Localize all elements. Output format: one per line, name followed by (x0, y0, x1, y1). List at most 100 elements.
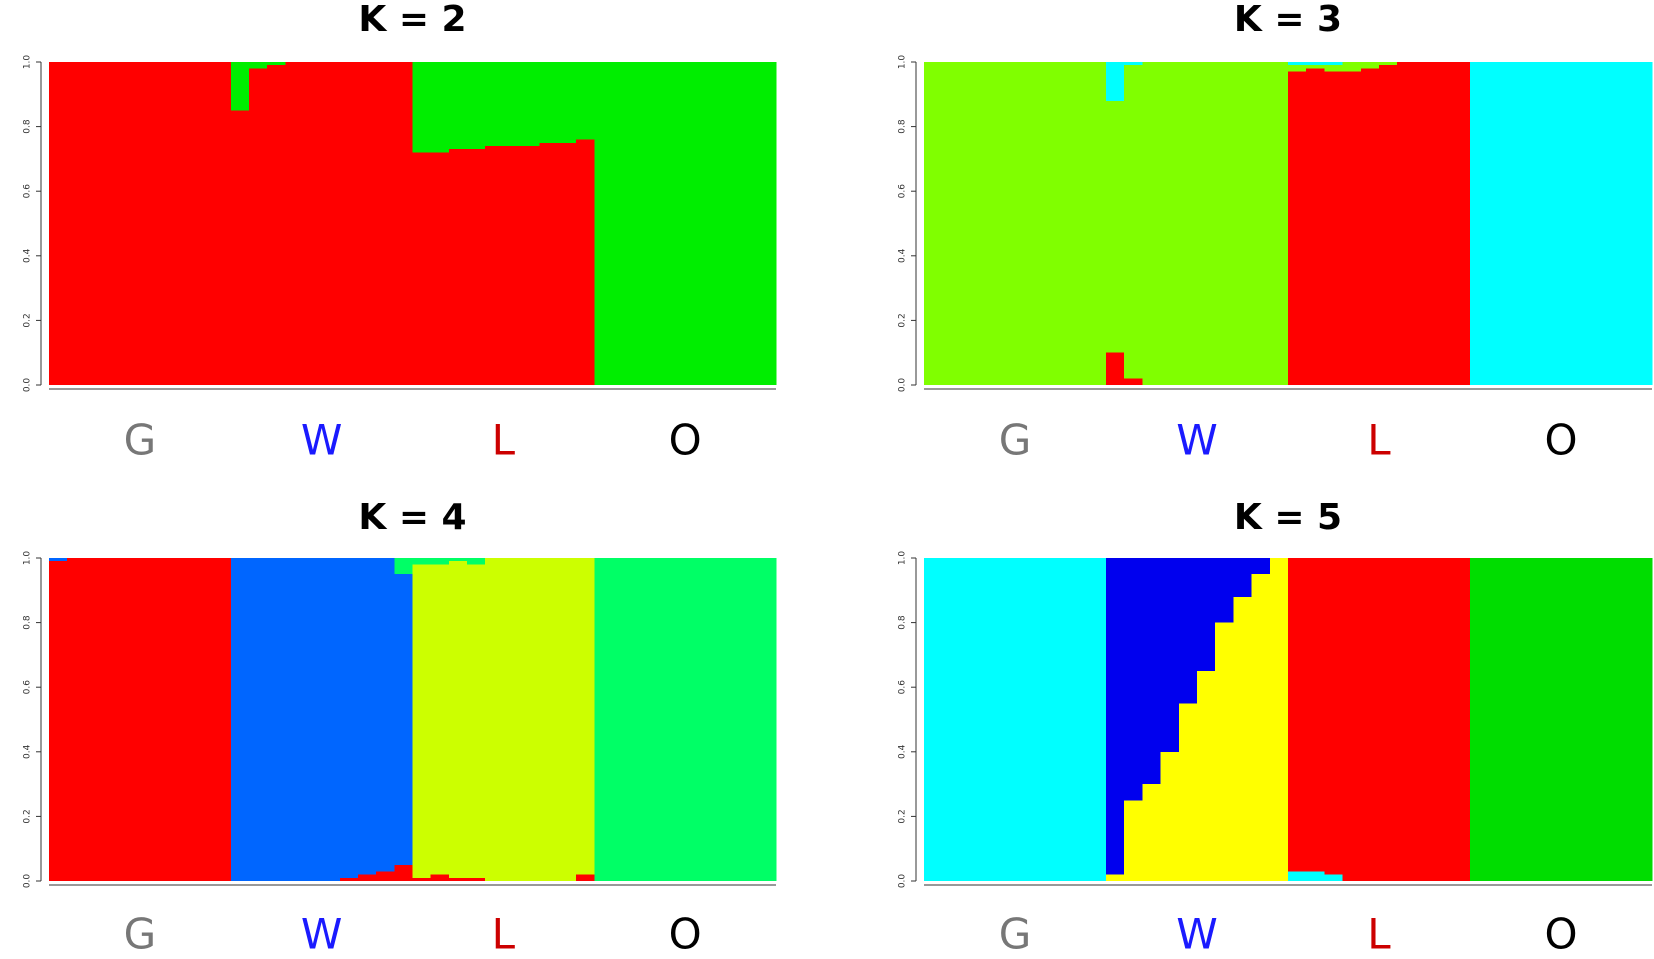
bar-segment (467, 558, 486, 565)
bar-segment (1215, 622, 1234, 881)
bar-segment (1615, 62, 1635, 385)
y-tick-label: 0.8 (898, 119, 908, 134)
bar-segment (1288, 71, 1307, 385)
bar-segment (1124, 800, 1143, 881)
y-tick-label: 0.4 (23, 248, 33, 263)
y-tick-label: 1.0 (23, 551, 33, 566)
bar-segment (1015, 558, 1034, 881)
bar-segment (448, 62, 468, 150)
bar-segment (539, 558, 559, 881)
bar-segment (139, 62, 159, 385)
bar-segment (412, 564, 432, 878)
bar-segment (739, 558, 759, 881)
y-tick-label: 0.6 (23, 680, 33, 695)
bar-segment (1451, 62, 1471, 385)
bar-segment (721, 62, 741, 385)
bar-segment (230, 558, 250, 881)
bar-segment (430, 564, 450, 875)
bar-segment (1051, 62, 1071, 385)
bar-segment (1360, 62, 1380, 69)
y-tick-label: 0.0 (898, 874, 908, 889)
bar-segment (1324, 62, 1344, 66)
bar-segment (376, 558, 395, 872)
bar-segment (412, 152, 432, 385)
y-tick-label: 0.8 (23, 615, 33, 630)
bar-segment (394, 864, 414, 881)
bar-segment (448, 558, 468, 562)
bar-segment (576, 139, 595, 385)
bar-segment (85, 62, 105, 385)
bar-segment (1251, 558, 1271, 575)
bar-segment (485, 145, 504, 385)
bar-segment (121, 62, 141, 385)
bar-segment (648, 62, 668, 385)
bar-segment (1033, 558, 1052, 881)
bar-segment (594, 558, 614, 881)
bar-segment (1397, 558, 1416, 881)
bar-segment (1561, 62, 1580, 385)
panel: K = 4 0.0 0.2 0.4 0.6 0.8 1.0 G W L O (23, 497, 777, 959)
bar-segment (1324, 558, 1344, 875)
bar-segment (1087, 62, 1107, 385)
y-tick-label: 0.8 (23, 119, 33, 134)
bar-segment (1069, 62, 1089, 385)
bar-segment (103, 62, 123, 385)
bar-segment (1197, 671, 1216, 881)
group-label: O (669, 416, 702, 465)
bar-segment (1579, 62, 1598, 385)
bar-segment (1579, 558, 1598, 881)
bar-segment (1288, 65, 1307, 72)
bar-segment (1160, 558, 1180, 752)
bar-segment (485, 62, 504, 146)
bar-segment (230, 110, 250, 385)
bar-segment (978, 62, 998, 385)
bar-segment (430, 874, 450, 881)
bar-segment (376, 871, 395, 881)
bar-segment (1542, 558, 1562, 881)
bar-segment (485, 558, 504, 881)
panel-title: K = 4 (358, 497, 466, 538)
group-label: L (492, 910, 516, 959)
bar-segment (521, 145, 541, 385)
bar-segment (1251, 574, 1271, 881)
bar-segment (1288, 871, 1307, 881)
bar-segment (996, 558, 1016, 881)
panel-title: K = 2 (358, 0, 466, 40)
bar-segment (576, 874, 595, 881)
y-tick-label: 0.6 (23, 184, 33, 199)
bar-segment (630, 558, 650, 881)
y-tick-label: 0.6 (898, 680, 908, 695)
bar-segment (1342, 62, 1362, 72)
bar-segment (557, 558, 577, 881)
bar-segment (1106, 62, 1125, 101)
bar-segment (1069, 558, 1089, 881)
bar-segment (1178, 558, 1198, 704)
bar-segment (303, 62, 323, 385)
bar-segment (539, 62, 559, 143)
bar-segment (1124, 378, 1143, 385)
bar-segment (248, 558, 268, 881)
bar-segment (960, 62, 980, 385)
panel: K = 2 0.0 0.2 0.4 0.6 0.8 1.0 G W L O (23, 0, 777, 465)
bar-segment (666, 62, 686, 385)
bar-segment (1506, 62, 1526, 385)
group-label: G (124, 416, 157, 465)
bar-segment (1397, 62, 1416, 385)
bar-segment (1015, 62, 1034, 385)
bar-segment (612, 558, 632, 881)
bar-segment (357, 62, 377, 385)
bar-segment (394, 62, 414, 385)
bar-segment (467, 564, 486, 878)
bar-segment (1233, 558, 1253, 597)
bar-segment (1306, 871, 1325, 881)
bar-segment (503, 558, 523, 881)
bar-segment (1451, 558, 1471, 881)
bar-segment (1142, 558, 1162, 785)
bar-segment (1324, 65, 1344, 72)
bar-segment (121, 558, 141, 881)
bar-segment (1288, 62, 1307, 66)
bar-segment (139, 558, 159, 881)
bar-segment (996, 62, 1016, 385)
bar-segment (1160, 62, 1180, 385)
